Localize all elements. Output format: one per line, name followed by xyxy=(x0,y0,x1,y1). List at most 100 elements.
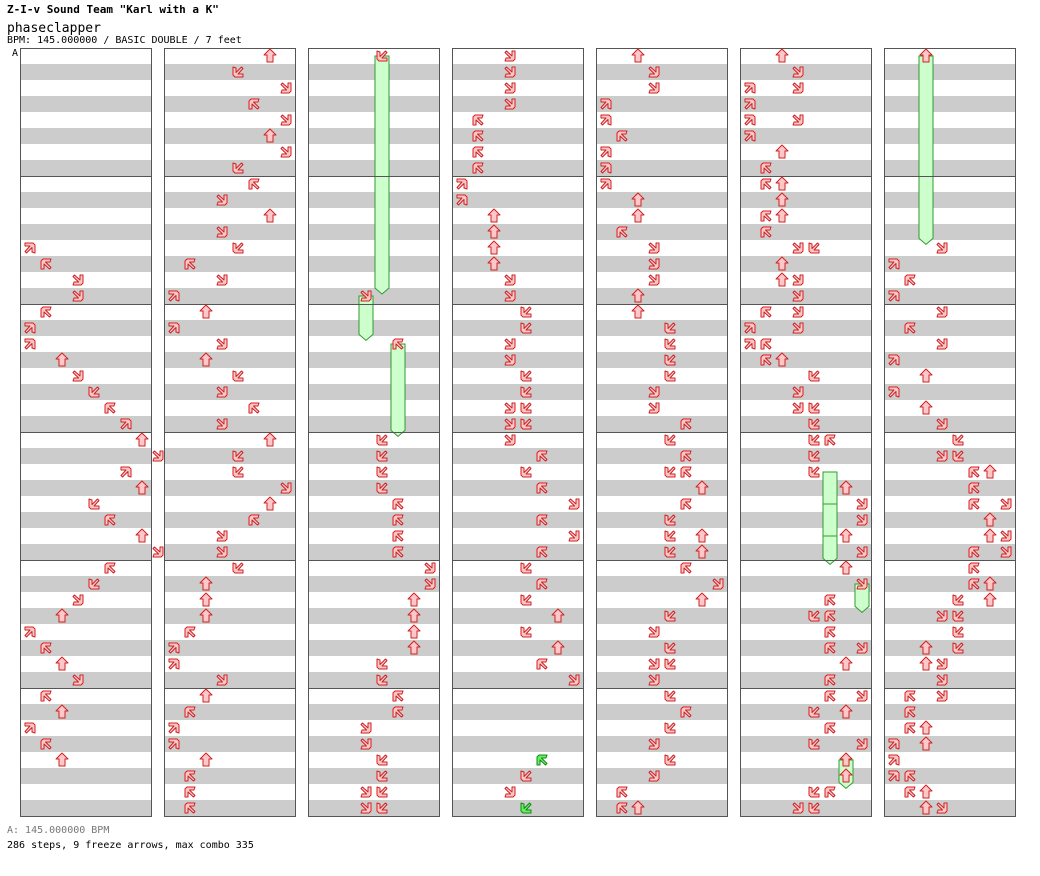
up-right-arrow xyxy=(568,530,580,542)
up-right-arrow xyxy=(504,338,516,350)
down-left-arrow xyxy=(392,498,404,510)
stripe-row xyxy=(884,96,1016,112)
down-right-arrow xyxy=(952,642,964,654)
down-left-arrow xyxy=(968,466,980,478)
down-right-arrow xyxy=(520,418,532,430)
stripe-row xyxy=(452,64,584,80)
down-left-arrow xyxy=(680,498,692,510)
center-arrow xyxy=(839,480,853,495)
freeze-arrow xyxy=(918,55,934,246)
stripe-row xyxy=(164,64,296,80)
stripe-row xyxy=(740,576,872,592)
stripe-row xyxy=(740,64,872,80)
down-right-arrow xyxy=(664,722,676,734)
up-right-arrow xyxy=(648,770,660,782)
center-arrow xyxy=(263,128,277,143)
stripe-row xyxy=(20,512,152,528)
stripe-row xyxy=(884,800,1016,816)
stripe-row xyxy=(164,320,296,336)
down-right-arrow xyxy=(376,658,388,670)
center-arrow xyxy=(983,528,997,543)
up-right-arrow xyxy=(648,626,660,638)
down-left-arrow xyxy=(760,226,772,238)
center-arrow xyxy=(551,608,565,623)
stripe-row xyxy=(596,704,728,720)
arrow-layer xyxy=(24,48,1012,815)
stripe-row xyxy=(740,480,872,496)
up-right-arrow xyxy=(360,290,372,302)
down-right-arrow xyxy=(376,754,388,766)
up-right-arrow xyxy=(648,402,660,414)
stripe-row xyxy=(20,384,152,400)
down-left-arrow xyxy=(968,578,980,590)
down-right-arrow xyxy=(232,242,244,254)
up-right-arrow xyxy=(712,578,724,590)
up-left-arrow xyxy=(888,770,900,782)
center-arrow xyxy=(407,624,421,639)
center-arrow xyxy=(407,592,421,607)
down-right-arrow xyxy=(520,402,532,414)
down-right-arrow xyxy=(376,50,388,62)
stripe-row xyxy=(596,192,728,208)
center-arrow xyxy=(775,48,789,63)
stripe-row xyxy=(452,352,584,368)
stripe-row xyxy=(596,640,728,656)
center-arrow xyxy=(55,656,69,671)
down-left-arrow xyxy=(824,722,836,734)
stripe-row xyxy=(596,96,728,112)
up-left-arrow xyxy=(168,738,180,750)
center-arrow xyxy=(919,784,933,799)
down-right-arrow xyxy=(952,610,964,622)
down-left-arrow xyxy=(904,722,916,734)
measure-box xyxy=(596,688,728,817)
up-right-arrow xyxy=(504,290,516,302)
up-left-arrow xyxy=(888,738,900,750)
up-left-arrow xyxy=(744,98,756,110)
stripe-row xyxy=(740,608,872,624)
up-right-arrow xyxy=(936,306,948,318)
up-right-arrow xyxy=(360,738,372,750)
center-arrow xyxy=(695,592,709,607)
stripe-row xyxy=(164,256,296,272)
measure-box xyxy=(884,688,1016,817)
up-left-arrow xyxy=(120,418,132,430)
up-right-arrow xyxy=(648,674,660,686)
stripe-row xyxy=(452,448,584,464)
stripe-row xyxy=(884,416,1016,432)
stripe-row xyxy=(596,224,728,240)
down-left-arrow xyxy=(248,514,260,526)
center-arrow xyxy=(631,208,645,223)
down-left-arrow xyxy=(904,786,916,798)
up-left-arrow xyxy=(24,242,36,254)
stripe-row xyxy=(164,448,296,464)
center-arrow xyxy=(695,480,709,495)
up-right-arrow xyxy=(936,690,948,702)
up-right-arrow xyxy=(216,226,228,238)
up-right-arrow xyxy=(280,82,292,94)
stripe-row xyxy=(452,608,584,624)
up-right-arrow xyxy=(72,290,84,302)
center-arrow xyxy=(775,256,789,271)
stripe-row xyxy=(884,672,1016,688)
stripe-row xyxy=(20,192,152,208)
down-right-arrow xyxy=(808,738,820,750)
down-left-arrow xyxy=(536,514,548,526)
stripe-row xyxy=(596,736,728,752)
center-arrow xyxy=(199,608,213,623)
stripe-row xyxy=(596,512,728,528)
down-left-arrow xyxy=(472,114,484,126)
stripe-row xyxy=(20,704,152,720)
center-arrow xyxy=(839,560,853,575)
stripe-row xyxy=(884,640,1016,656)
stripe-row xyxy=(596,544,728,560)
stripe-row xyxy=(452,224,584,240)
up-left-arrow xyxy=(744,130,756,142)
border-layer xyxy=(20,48,1016,817)
stripe-row xyxy=(164,512,296,528)
down-left-arrow xyxy=(472,162,484,174)
stripe-row xyxy=(884,768,1016,784)
up-right-arrow xyxy=(792,242,804,254)
stripe-row xyxy=(740,544,872,560)
up-right-arrow xyxy=(856,642,868,654)
